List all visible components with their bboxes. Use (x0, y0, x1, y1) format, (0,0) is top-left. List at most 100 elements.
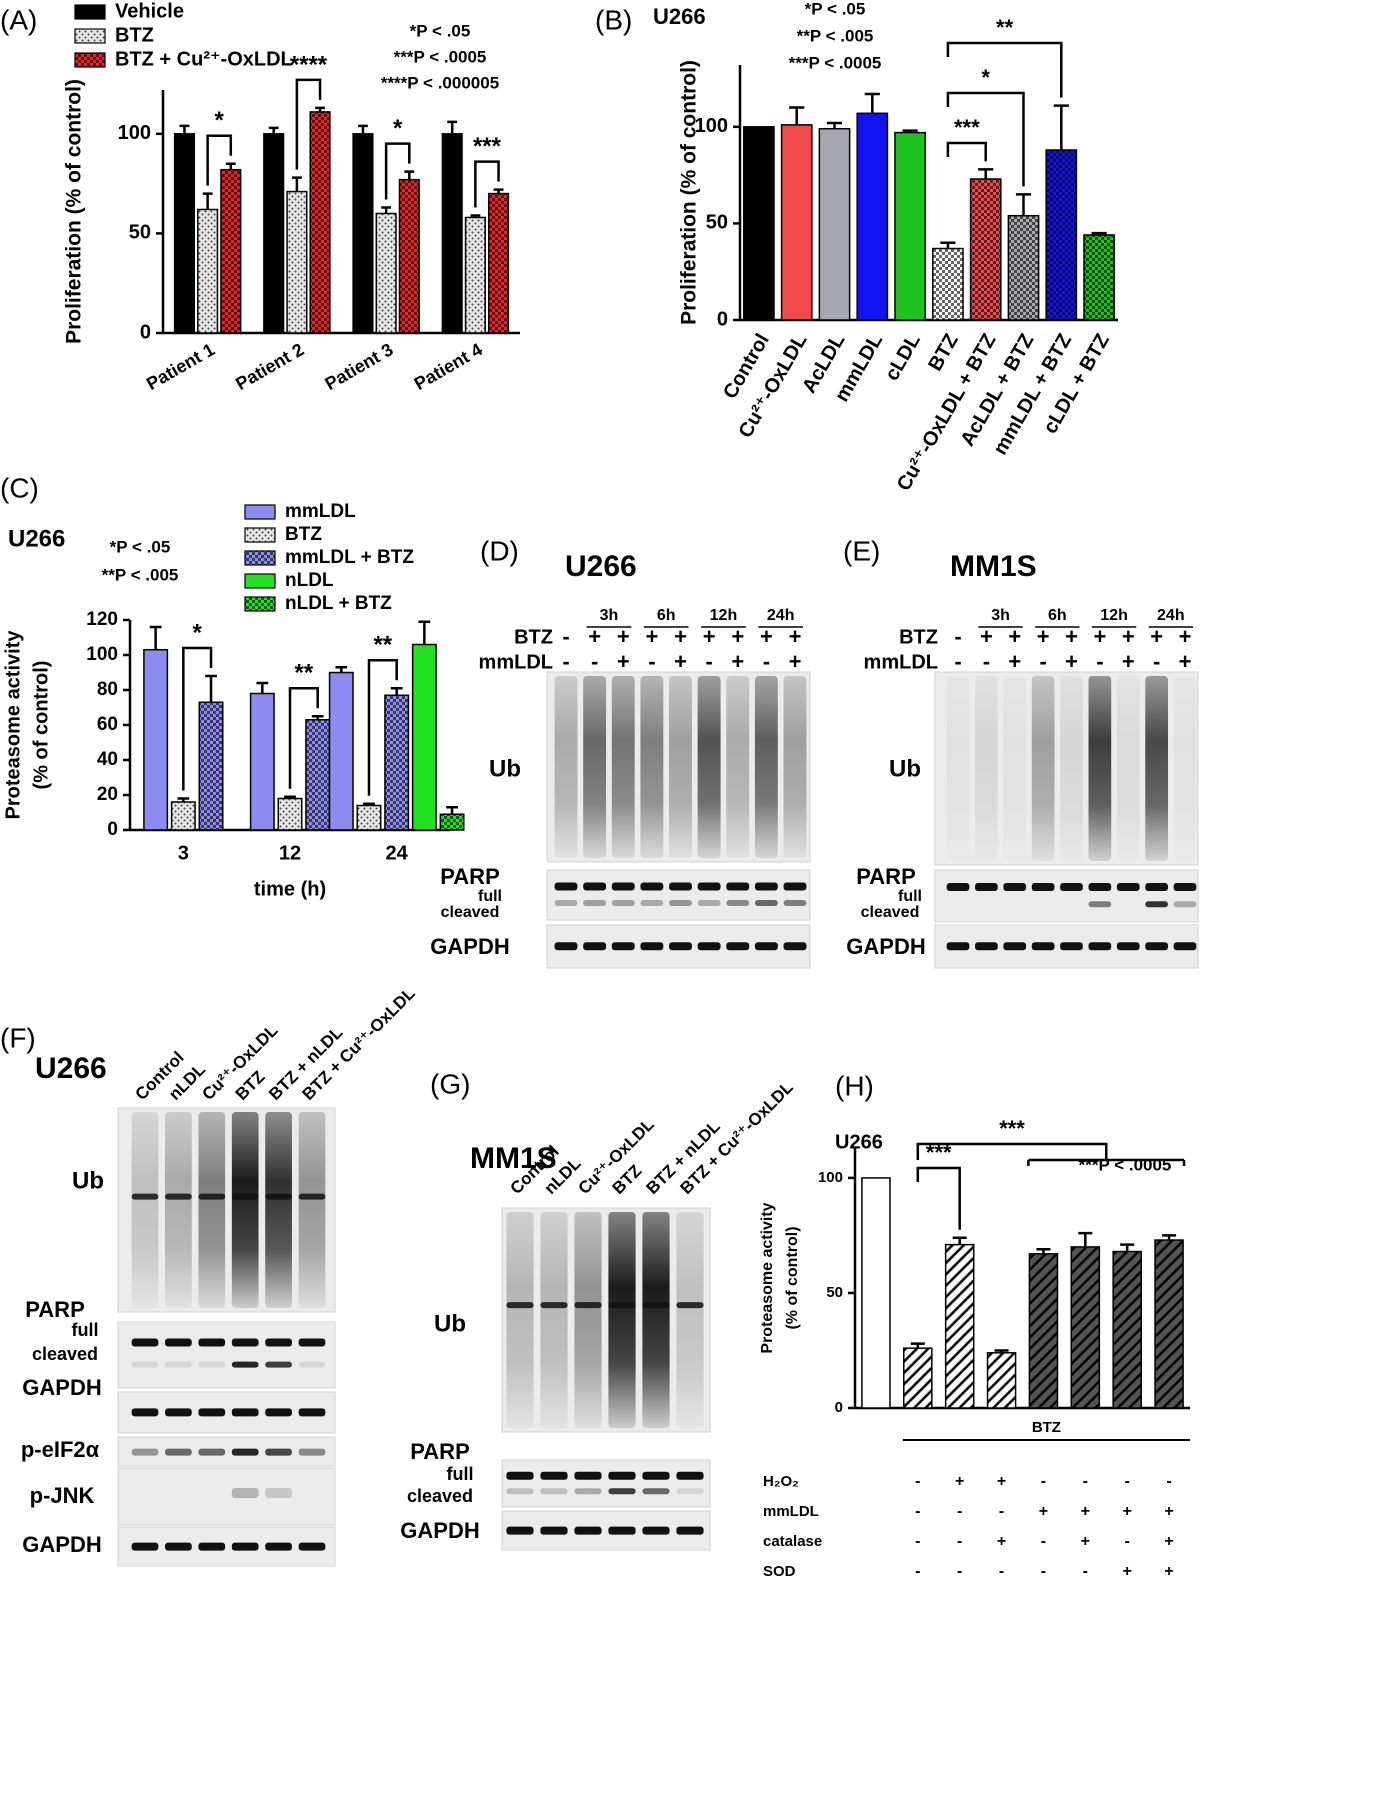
panel-label: (C) (0, 472, 39, 503)
blot-band (265, 1448, 292, 1456)
blot-title: MM1S (470, 1142, 557, 1175)
blot-band (669, 900, 692, 906)
condition-mark: - (1125, 1473, 1130, 1490)
condition-mark: - (1083, 1473, 1088, 1490)
error-bar (1053, 104, 1069, 150)
blot-strip (501, 1510, 711, 1551)
treatment-mark: - (763, 649, 770, 674)
blot-band (554, 882, 578, 891)
blot-band (1003, 942, 1027, 951)
significance-bracket (384, 142, 411, 200)
blot-band (1088, 901, 1112, 908)
blot-smear (583, 676, 607, 858)
blot-band (726, 942, 750, 951)
treatment-mark: - (648, 649, 655, 674)
significance-label: ** (373, 632, 392, 659)
y-tick-label: 100 (695, 115, 728, 137)
band-label: GAPDH (846, 934, 925, 959)
significance-bracket (916, 1166, 961, 1230)
y-axis-label: Proliferation (% of control) (63, 79, 86, 344)
bar (969, 178, 1002, 321)
p-value-note: ***P < .0005 (394, 47, 487, 66)
blot-smear (131, 1112, 159, 1308)
treatment-mark: + (588, 624, 601, 649)
blot-band (540, 1526, 568, 1535)
error-bar (902, 129, 918, 133)
condition-mark: + (955, 1473, 964, 1490)
blot-title: U266 (565, 550, 637, 583)
significance-label: * (981, 65, 990, 90)
blot-band (265, 1542, 292, 1551)
bar (856, 112, 889, 321)
blot-smear (554, 676, 578, 858)
blot-strip (117, 1467, 336, 1526)
blot-band (131, 1542, 159, 1551)
treatment-mark: - (562, 649, 569, 674)
blot-band (669, 942, 692, 951)
condition-mark: - (957, 1503, 962, 1520)
bar (170, 801, 196, 831)
error-bar (446, 806, 458, 815)
treatment-mark: + (1179, 624, 1192, 649)
time-label: 12h (1100, 607, 1128, 624)
blot-band (131, 1193, 159, 1200)
blot-band (640, 882, 664, 891)
bar (198, 701, 224, 831)
treatment-mark: - (1096, 649, 1103, 674)
error-bar (1036, 1247, 1051, 1254)
legend-swatch (74, 4, 106, 20)
legend-swatch (244, 573, 276, 589)
blot-band (1060, 942, 1083, 951)
significance-label: ** (996, 15, 1014, 40)
treatment-label: mmLDL (479, 651, 553, 673)
legend-swatch (244, 596, 276, 612)
blot-band (554, 942, 578, 951)
blot-band (231, 1361, 259, 1368)
y-tick-label: 0 (107, 819, 118, 840)
blot-band (231, 1448, 259, 1456)
error-bar (291, 176, 302, 192)
significance-label: *** (954, 115, 980, 140)
error-bar (381, 206, 392, 214)
band-label: cleaved (32, 1344, 98, 1364)
error-bar (940, 241, 956, 249)
blot-band (611, 900, 635, 906)
blot-smear (1060, 676, 1083, 861)
bar (1154, 1239, 1184, 1409)
blot-band (165, 1193, 192, 1200)
y-tick-label: 50 (129, 222, 151, 244)
condition-mark: + (1039, 1503, 1048, 1520)
bar (861, 1177, 891, 1409)
p-value-note: **P < .005 (797, 26, 874, 45)
treatment-mark: - (1039, 649, 1046, 674)
blot-band (946, 883, 970, 891)
significance-label: *** (473, 133, 502, 160)
blot-smear (697, 676, 721, 858)
error-bar (1078, 1231, 1093, 1247)
y-tick-label: 50 (826, 1284, 843, 1301)
bar (249, 692, 275, 831)
treatment-mark: - (591, 649, 598, 674)
bar (143, 649, 169, 831)
band-label: Ub (72, 1167, 104, 1194)
treatment-label: BTZ (514, 626, 553, 648)
band-label: full (72, 1320, 99, 1340)
significance-bracket (916, 1142, 1186, 1166)
blot-band (1173, 901, 1197, 908)
blot-band (131, 1408, 159, 1417)
blot-band (298, 1193, 326, 1200)
blot-smear (642, 1212, 670, 1428)
significance-label: *** (999, 1116, 1025, 1141)
bar (398, 178, 420, 334)
condition-mark: + (1164, 1503, 1173, 1520)
blot-smear (754, 676, 778, 858)
treatment-mark: + (645, 624, 658, 649)
blot-title: U266 (35, 1052, 107, 1085)
error-bar (994, 1349, 1009, 1353)
bar (1028, 1253, 1059, 1409)
p-value-note: *P < .05 (805, 0, 866, 18)
blot-band (975, 942, 998, 951)
bar (743, 126, 775, 321)
bar (305, 719, 331, 831)
